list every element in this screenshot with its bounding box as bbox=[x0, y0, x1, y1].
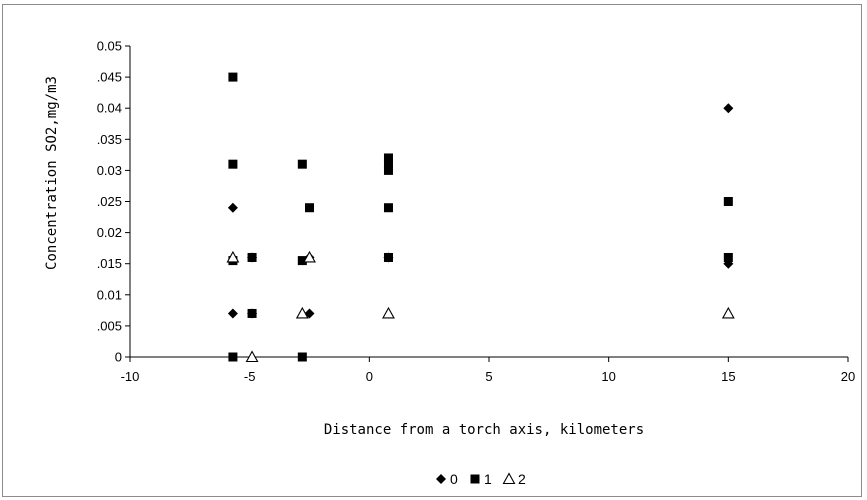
x-ticks: -10 -5 0 5 10 15 20 bbox=[121, 357, 855, 384]
y-tick-label: 0.03 bbox=[97, 163, 122, 178]
series-1-point bbox=[305, 203, 314, 213]
chart-frame bbox=[2, 4, 862, 497]
y-tick-label: .035 bbox=[97, 132, 122, 147]
series-1-point bbox=[383, 252, 393, 262]
legend-marker-0 bbox=[436, 474, 446, 484]
y-tick-label: .025 bbox=[97, 194, 122, 209]
series-1-point bbox=[247, 308, 257, 318]
x-axis-title: Distance from a torch axis, kilometers bbox=[324, 422, 644, 438]
series-1-point bbox=[297, 159, 307, 169]
legend-marker-1 bbox=[470, 474, 480, 484]
series-2-point bbox=[226, 250, 240, 263]
series-1-point bbox=[297, 352, 307, 362]
series-2-point bbox=[303, 250, 316, 263]
y-tick-label: 0.02 bbox=[97, 225, 122, 240]
series-0-point bbox=[227, 202, 238, 213]
series-0-point bbox=[227, 308, 238, 319]
series-2-point bbox=[295, 306, 309, 319]
y-axis-title: Concentration SO2,mg/m3 bbox=[44, 76, 60, 270]
y-tick-label: 0.05 bbox=[97, 39, 122, 54]
axes bbox=[129, 46, 848, 358]
series-2-point bbox=[245, 350, 259, 363]
series-1-point bbox=[723, 197, 733, 206]
data-points bbox=[226, 72, 735, 363]
y-tick-label: 0.04 bbox=[97, 101, 122, 116]
series-1-point bbox=[383, 153, 393, 163]
series-0-point bbox=[723, 103, 734, 114]
y-ticks: 0 .005 0.01 .015 0.02 .025 0.03 .035 0.04 .045 0.0… bbox=[97, 39, 130, 365]
legend-label-1: 1 bbox=[484, 471, 492, 487]
x-tick-label: 10 bbox=[601, 369, 615, 384]
series-1-point bbox=[228, 159, 238, 169]
x-tick-label: 0 bbox=[366, 369, 373, 384]
y-tick-label: .005 bbox=[97, 318, 122, 333]
x-tick-label: 20 bbox=[841, 369, 855, 384]
y-tick-label: .015 bbox=[97, 256, 122, 271]
series-1-point bbox=[228, 352, 238, 362]
series-2 bbox=[226, 250, 735, 363]
series-2-point bbox=[721, 306, 735, 319]
series-1-point bbox=[383, 159, 393, 169]
x-tick-label: 5 bbox=[485, 369, 492, 384]
x-tick-label: -5 bbox=[244, 369, 256, 384]
x-tick-label: -10 bbox=[121, 369, 140, 384]
x-tick-label: 15 bbox=[721, 369, 735, 384]
series-1-point bbox=[228, 72, 238, 82]
legend-label-0: 0 bbox=[450, 471, 458, 487]
series-1-point bbox=[297, 256, 307, 266]
series-1-point bbox=[383, 203, 393, 213]
series-2-point bbox=[382, 306, 395, 319]
legend: 0 1 2 bbox=[436, 471, 526, 487]
series-1-point bbox=[723, 252, 733, 262]
y-tick-label: 0 bbox=[115, 350, 122, 365]
y-tick-label: .045 bbox=[97, 70, 122, 85]
y-tick-label: 0.01 bbox=[97, 287, 122, 302]
legend-marker-2 bbox=[502, 472, 516, 485]
series-1-point bbox=[383, 165, 393, 175]
legend-label-2: 2 bbox=[518, 471, 526, 487]
series-0 bbox=[227, 103, 734, 319]
series-1-point bbox=[247, 252, 257, 262]
